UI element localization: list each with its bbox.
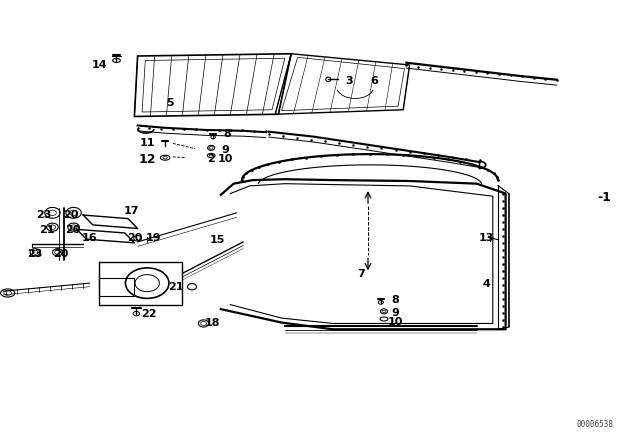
Text: 10: 10 bbox=[388, 317, 403, 327]
Text: -1: -1 bbox=[598, 190, 612, 204]
Text: 6: 6 bbox=[371, 76, 378, 86]
Text: 23: 23 bbox=[36, 210, 51, 220]
Text: 10: 10 bbox=[218, 154, 233, 164]
Text: 18: 18 bbox=[205, 319, 220, 328]
Text: 14: 14 bbox=[92, 60, 107, 70]
Text: 11: 11 bbox=[140, 138, 155, 148]
Text: 21: 21 bbox=[39, 225, 54, 235]
Text: 3: 3 bbox=[345, 76, 353, 86]
Text: 16: 16 bbox=[82, 233, 97, 243]
Text: 19: 19 bbox=[146, 233, 161, 243]
Text: 15: 15 bbox=[210, 235, 225, 245]
Text: 20: 20 bbox=[53, 250, 68, 259]
Text: 00006538: 00006538 bbox=[577, 420, 614, 429]
Text: 20: 20 bbox=[63, 210, 78, 220]
Text: 17: 17 bbox=[124, 206, 139, 215]
Text: 12: 12 bbox=[138, 152, 156, 166]
Text: 8: 8 bbox=[223, 129, 231, 139]
Text: 13: 13 bbox=[479, 233, 494, 243]
Text: 20: 20 bbox=[65, 225, 80, 235]
Text: 23: 23 bbox=[28, 250, 43, 259]
Text: 5: 5 bbox=[166, 98, 173, 108]
Text: 9: 9 bbox=[221, 145, 229, 155]
Text: 9: 9 bbox=[392, 308, 399, 318]
Text: 2: 2 bbox=[207, 154, 215, 164]
Text: 20: 20 bbox=[127, 233, 142, 243]
Text: 4: 4 bbox=[483, 280, 490, 289]
Text: 22: 22 bbox=[141, 310, 156, 319]
Text: 7: 7 bbox=[358, 269, 365, 279]
Text: 21: 21 bbox=[168, 282, 184, 292]
Text: 8: 8 bbox=[392, 295, 399, 305]
